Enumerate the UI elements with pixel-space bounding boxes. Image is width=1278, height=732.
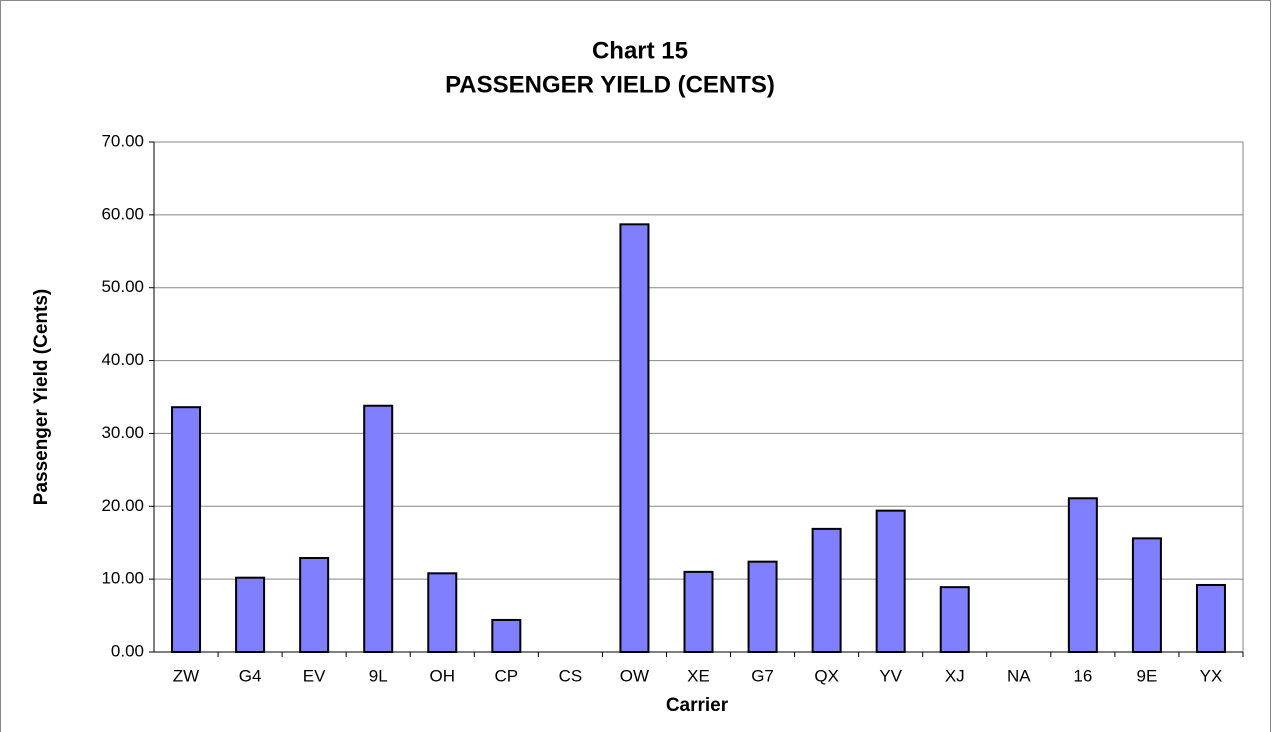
- y-axis-title: Passenger Yield (Cents): [31, 289, 52, 505]
- y-tick-label: 40.00: [101, 350, 144, 369]
- bar: [363, 404, 394, 653]
- bar: [299, 557, 330, 653]
- bar: [491, 618, 522, 654]
- bar: [875, 509, 906, 653]
- y-tick-label: 20.00: [101, 496, 144, 515]
- x-tick-label: G4: [239, 666, 262, 685]
- bar: [1067, 497, 1098, 653]
- x-tick-label: YV: [879, 666, 902, 685]
- bar: [427, 572, 458, 653]
- x-tick-label: XJ: [945, 666, 965, 685]
- chart-title: Chart 15: [592, 37, 688, 64]
- bar: [747, 560, 778, 654]
- bar: [171, 406, 202, 654]
- y-tick-label: 60.00: [101, 204, 144, 223]
- bar: [1195, 583, 1226, 654]
- y-tick-label: 50.00: [101, 277, 144, 296]
- x-tick-label: QX: [814, 666, 839, 685]
- x-tick-label: XE: [687, 666, 710, 685]
- x-tick-label: ZW: [173, 666, 199, 685]
- bar: [235, 576, 266, 654]
- x-tick-label: 9L: [369, 666, 388, 685]
- y-tick-label: 70.00: [101, 131, 144, 150]
- x-tick-label: OW: [620, 666, 649, 685]
- bar: [811, 527, 842, 653]
- y-tick-label: 30.00: [101, 423, 144, 442]
- x-tick-label: YX: [1200, 666, 1223, 685]
- x-tick-label: 16: [1073, 666, 1092, 685]
- x-tick-label: CS: [559, 666, 583, 685]
- x-axis-title: Carrier: [666, 695, 729, 716]
- x-tick-label: G7: [751, 666, 774, 685]
- bar: [1131, 537, 1162, 653]
- bar: [939, 586, 970, 654]
- y-tick-label: 10.00: [101, 569, 144, 588]
- x-tick-label: CP: [495, 666, 519, 685]
- x-tick-label: OH: [430, 666, 456, 685]
- x-tick-label: EV: [303, 666, 326, 685]
- bar: [619, 223, 650, 653]
- chart-subtitle: PASSENGER YIELD (CENTS): [445, 71, 775, 98]
- x-tick-label: 9E: [1137, 666, 1158, 685]
- bar: [683, 570, 714, 653]
- x-tick-label: NA: [1007, 666, 1031, 685]
- y-tick-label: 0.00: [111, 641, 144, 660]
